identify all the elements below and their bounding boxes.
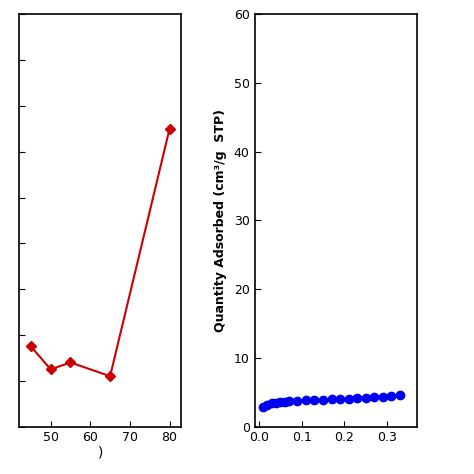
X-axis label: ): ) (98, 446, 103, 460)
Y-axis label: Quantity Adsorbed (cm³/g  STP): Quantity Adsorbed (cm³/g STP) (214, 109, 227, 332)
